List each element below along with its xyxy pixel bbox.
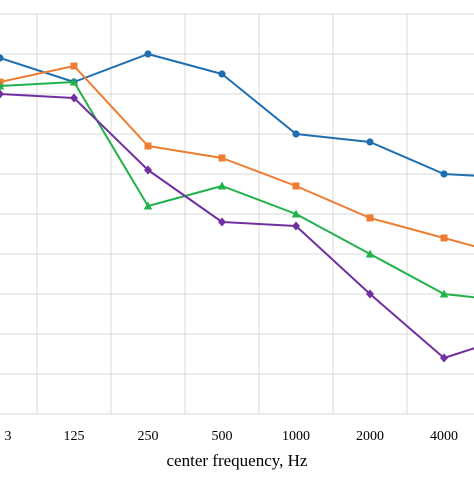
data-point	[292, 130, 300, 138]
data-point	[292, 182, 300, 190]
x-tick-label: 4000	[430, 429, 458, 444]
x-tick-label: 125	[64, 429, 85, 444]
data-point	[143, 201, 153, 210]
data-point	[440, 353, 448, 363]
series-3	[0, 77, 474, 299]
data-point	[439, 289, 449, 298]
series-line	[0, 53, 474, 177]
data-point	[365, 249, 375, 258]
data-point	[0, 78, 4, 86]
data-point	[291, 209, 301, 218]
data-point	[144, 165, 152, 175]
series-line	[0, 93, 474, 359]
x-tick-label: 1000	[282, 429, 310, 444]
data-point	[0, 81, 5, 90]
x-tick-label: 500	[212, 429, 233, 444]
data-point	[69, 77, 79, 86]
data-point	[0, 54, 4, 62]
series-4	[0, 89, 474, 363]
data-point	[218, 217, 226, 227]
data-point	[292, 221, 300, 231]
data-point	[440, 170, 448, 178]
data-point	[144, 142, 152, 150]
data-point	[70, 62, 78, 70]
data-point	[440, 234, 448, 242]
data-point	[366, 214, 374, 222]
x-axis-title: center frequency, Hz	[167, 451, 308, 470]
series-2	[0, 62, 474, 248]
data-point	[0, 89, 4, 99]
x-tick-label: 250	[138, 429, 159, 444]
data-point	[218, 154, 226, 162]
gridlines	[0, 13, 474, 415]
data-point	[70, 93, 78, 103]
series-lines	[0, 50, 474, 363]
data-point	[218, 70, 226, 78]
x-tick-label: 3	[5, 429, 12, 444]
data-point	[366, 289, 374, 299]
data-point	[366, 138, 374, 146]
series-line	[0, 81, 474, 299]
series-line	[0, 65, 474, 248]
series-1	[0, 50, 474, 178]
x-tick-label: 2000	[356, 429, 384, 444]
data-point	[144, 50, 152, 58]
x-tick-labels: 3 125 250 500 1000 2000 4000	[5, 429, 459, 444]
data-point	[217, 181, 227, 190]
